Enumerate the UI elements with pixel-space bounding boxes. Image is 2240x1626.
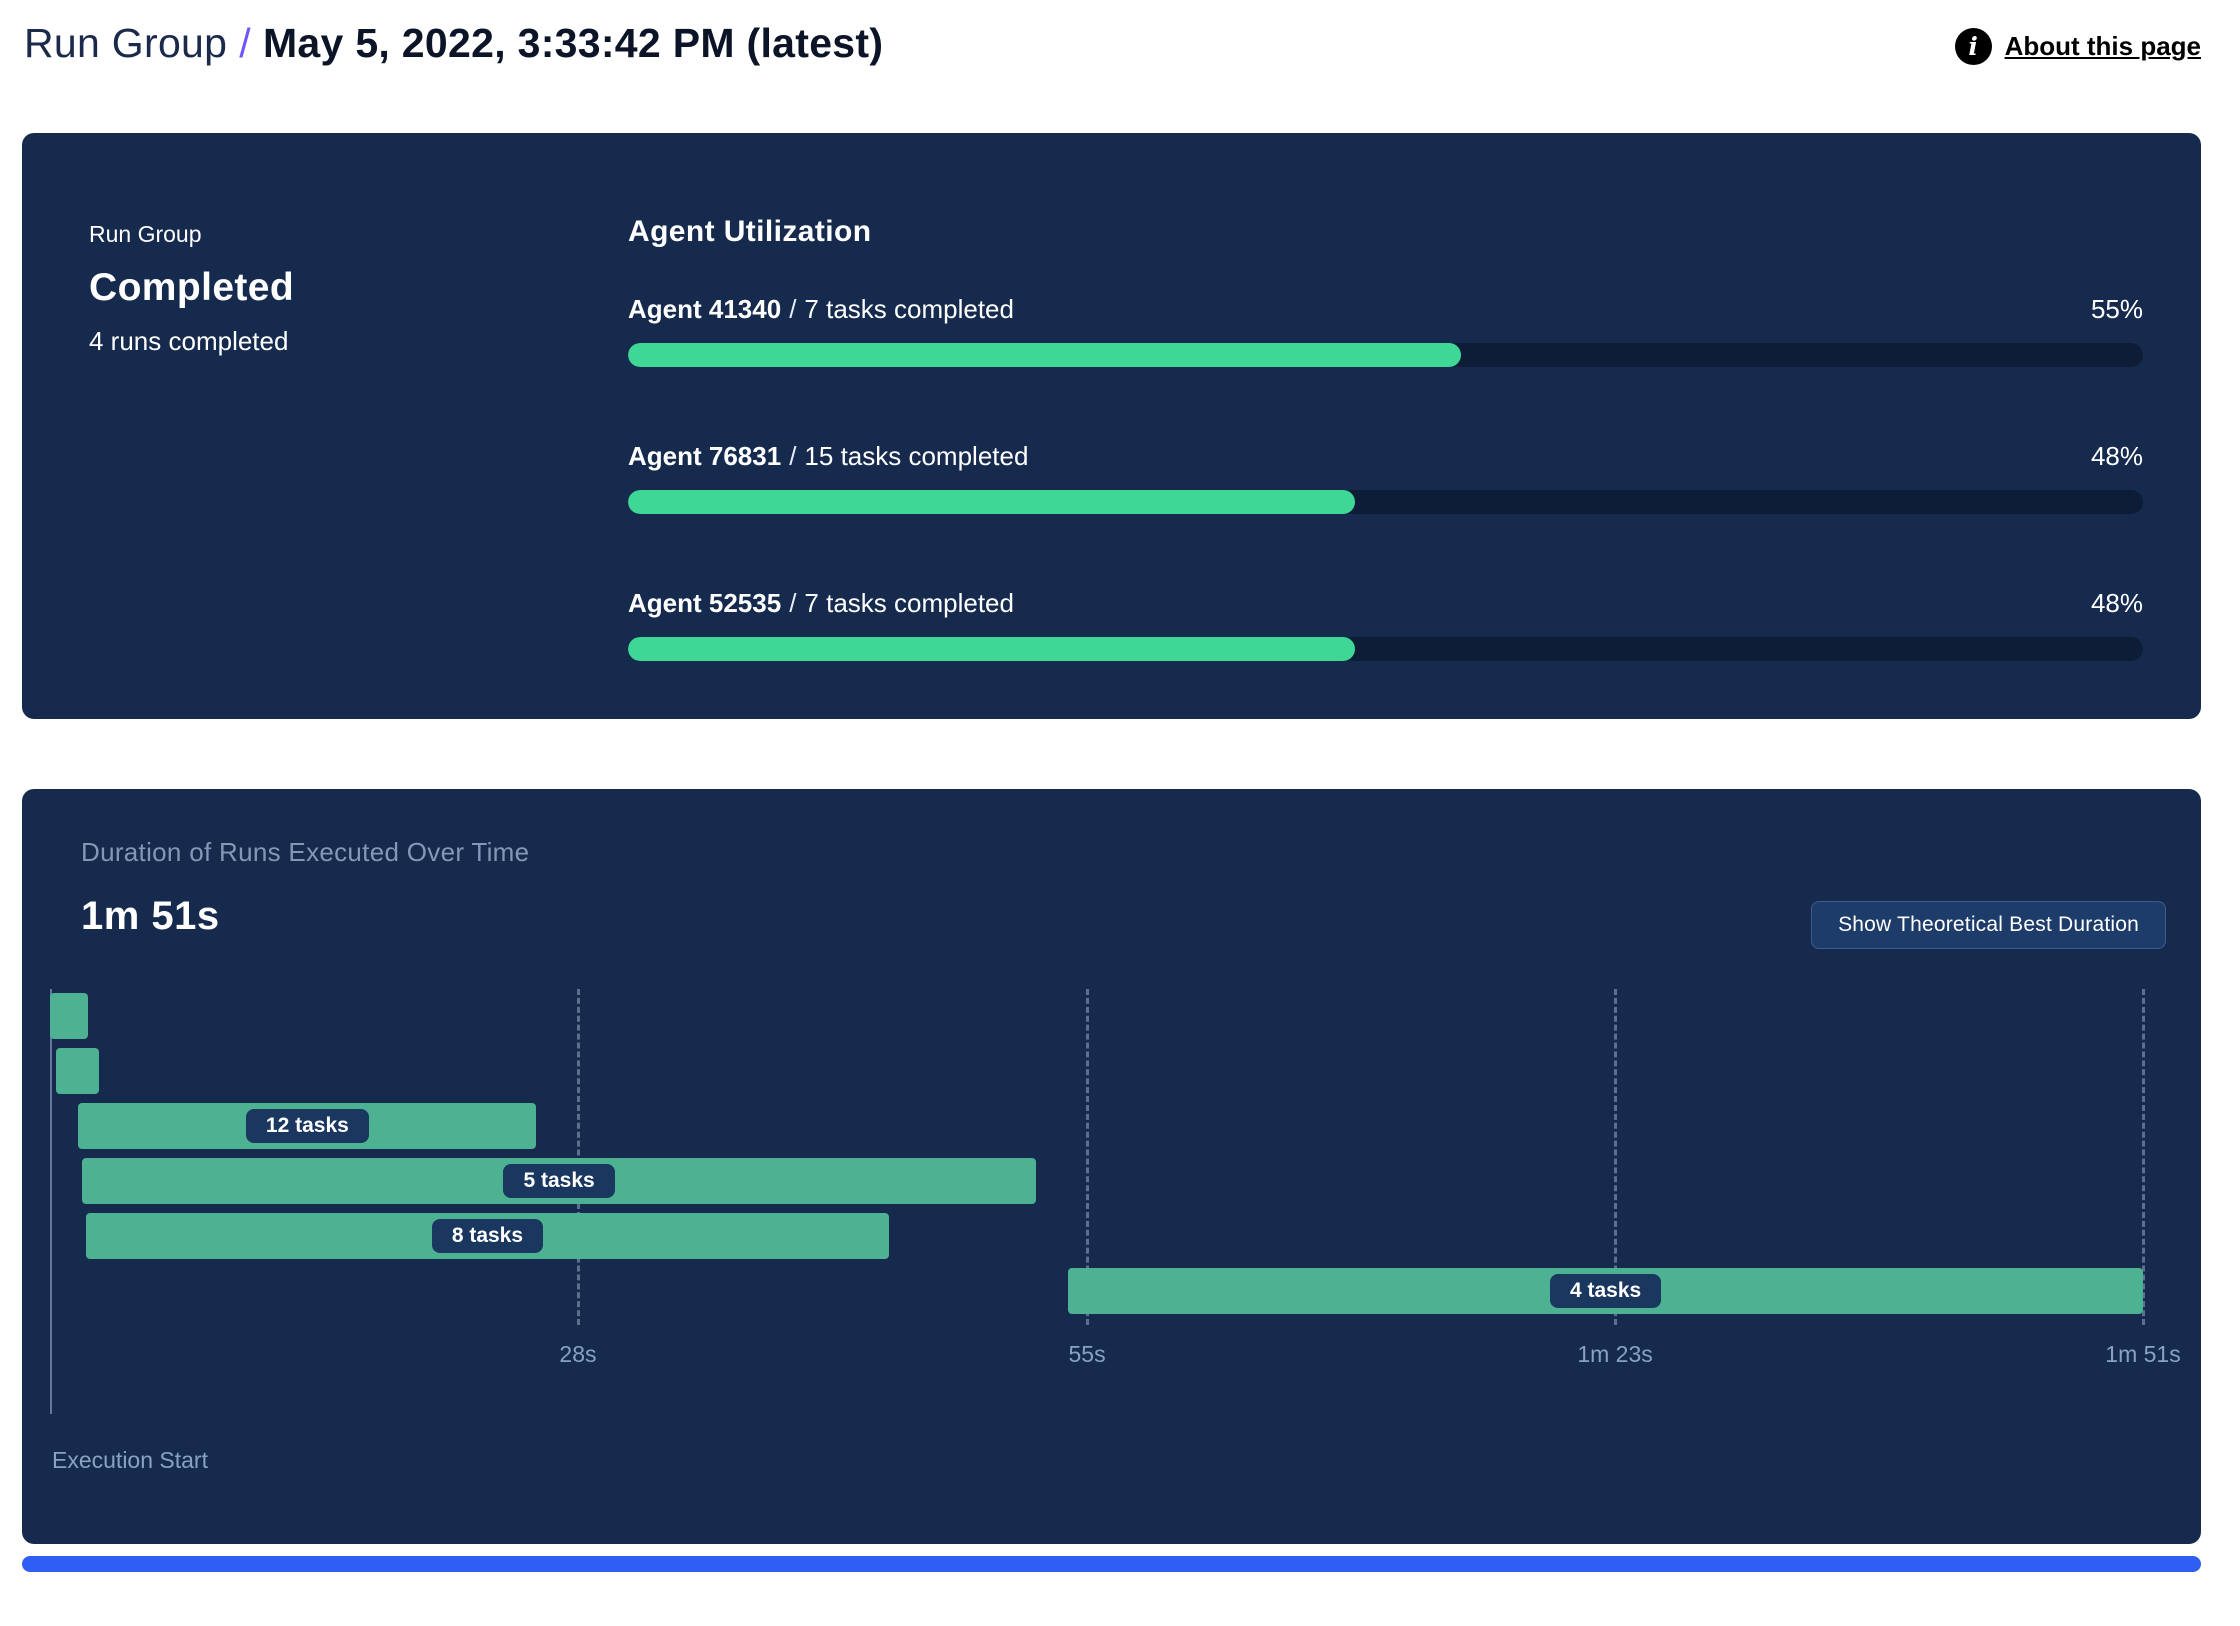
tick-label: 1m 51s [2105,1341,2181,1367]
agent-progress-fill [628,637,1356,661]
agent-progress-fill [628,343,1462,367]
next-panel-edge [22,1556,2201,1572]
agent-label: Agent 76831/15 tasks completed [628,440,1028,472]
agent-percent: 48% [2090,441,2143,471]
task-count-chip: 5 tasks [503,1164,615,1198]
gridline-28s [576,989,580,1325]
agent-percent: 55% [2090,294,2143,324]
agent-utilization-title: Agent Utilization [628,215,872,248]
run-bar [55,1048,100,1094]
run-bar [50,993,88,1039]
agent-name: Agent 52535 [628,588,782,618]
agent-row: Agent 41340/7 tasks completed 55% [628,293,2143,367]
run-bar: 8 tasks [85,1213,890,1259]
task-count-chip: 8 tasks [431,1219,544,1253]
task-count-chip: 12 tasks [245,1109,369,1143]
agent-separator: / [789,588,797,618]
agent-row: Agent 76831/15 tasks completed 48% [628,440,2143,514]
tick-label: 28s [559,1341,597,1367]
chart-subtitle: Duration of Runs Executed Over Time [81,837,530,867]
run-group-status: Completed [89,266,295,309]
agent-utilization-panel: Run Group Completed 4 runs completed Age… [22,133,2201,719]
breadcrumb: Run Group / May 5, 2022, 3:33:42 PM (lates… [24,20,883,67]
run-bar: 12 tasks [78,1103,537,1149]
agent-separator: / [789,294,797,324]
gridline-1m51s [2142,989,2145,1325]
agent-tasks: 15 tasks completed [804,441,1029,471]
agent-percent: 48% [2090,588,2143,618]
agent-progress-track [628,637,2143,661]
gantt-row [50,1044,2143,1099]
execution-start-label: Execution Start [52,1447,208,1473]
gantt-rows: 12 tasks 5 tasks 8 tasks 4 tasks [50,989,2143,1319]
gridline-1m23s [1614,989,1618,1325]
gantt-row: 12 tasks [50,1099,2143,1154]
total-duration: 1m 51s [81,894,220,938]
gantt-chart: 12 tasks 5 tasks 8 tasks 4 tasks [50,989,2181,1489]
breadcrumb-separator: / [239,20,251,66]
agent-progress-track [628,490,2143,514]
tick-label: 1m 23s [1577,1341,1653,1367]
agent-name: Agent 41340 [628,294,782,324]
task-count-chip: 4 tasks [1549,1274,1662,1308]
agent-progress-track [628,343,2143,367]
breadcrumb-root[interactable]: Run Group [24,20,228,66]
agent-tasks: 7 tasks completed [804,588,1014,618]
execution-start-axis [50,989,52,1414]
agent-label: Agent 41340/7 tasks completed [628,293,1014,325]
agent-utilization: Agent Utilization Agent 41340/7 tasks co… [628,199,2143,719]
run-bar: 4 tasks [1068,1268,2143,1314]
page-title: May 5, 2022, 3:33:42 PM (latest) [262,20,884,66]
agent-label: Agent 52535/7 tasks completed [628,587,1014,619]
about-this-page[interactable]: i About this page [1954,28,2201,65]
gantt-row: 5 tasks [50,1154,2143,1209]
info-icon: i [1954,28,1992,65]
summary-label: Run Group [89,221,202,247]
run-group-summary: Run Group Completed 4 runs completed [89,199,628,719]
tick-label: 55s [1068,1341,1106,1367]
run-group-page: Run Group / May 5, 2022, 3:33:42 PM (lates… [22,20,2201,1572]
run-bar: 5 tasks [82,1158,1037,1204]
show-theoretical-best-button[interactable]: Show Theoretical Best Duration [1811,901,2166,949]
gantt-row: 8 tasks [50,1209,2143,1264]
about-link[interactable]: About this page [2004,31,2201,61]
runs-completed-count: 4 runs completed [89,326,289,356]
agent-separator: / [789,441,797,471]
agent-progress-fill [628,490,1356,514]
agent-tasks: 7 tasks completed [804,294,1014,324]
time-axis: 28s 55s 1m 23s 1m 51s [50,1341,2180,1371]
gantt-row: 4 tasks [50,1264,2143,1319]
duration-chart-panel: Duration of Runs Executed Over Time 1m 5… [22,789,2201,1544]
agent-name: Agent 76831 [628,441,782,471]
gridline-55s [1086,989,1090,1325]
agent-row: Agent 52535/7 tasks completed 48% [628,587,2143,661]
page-header: Run Group / May 5, 2022, 3:33:42 PM (lates… [22,20,2201,67]
gantt-row [50,989,2143,1044]
gridlines [50,989,2145,1325]
